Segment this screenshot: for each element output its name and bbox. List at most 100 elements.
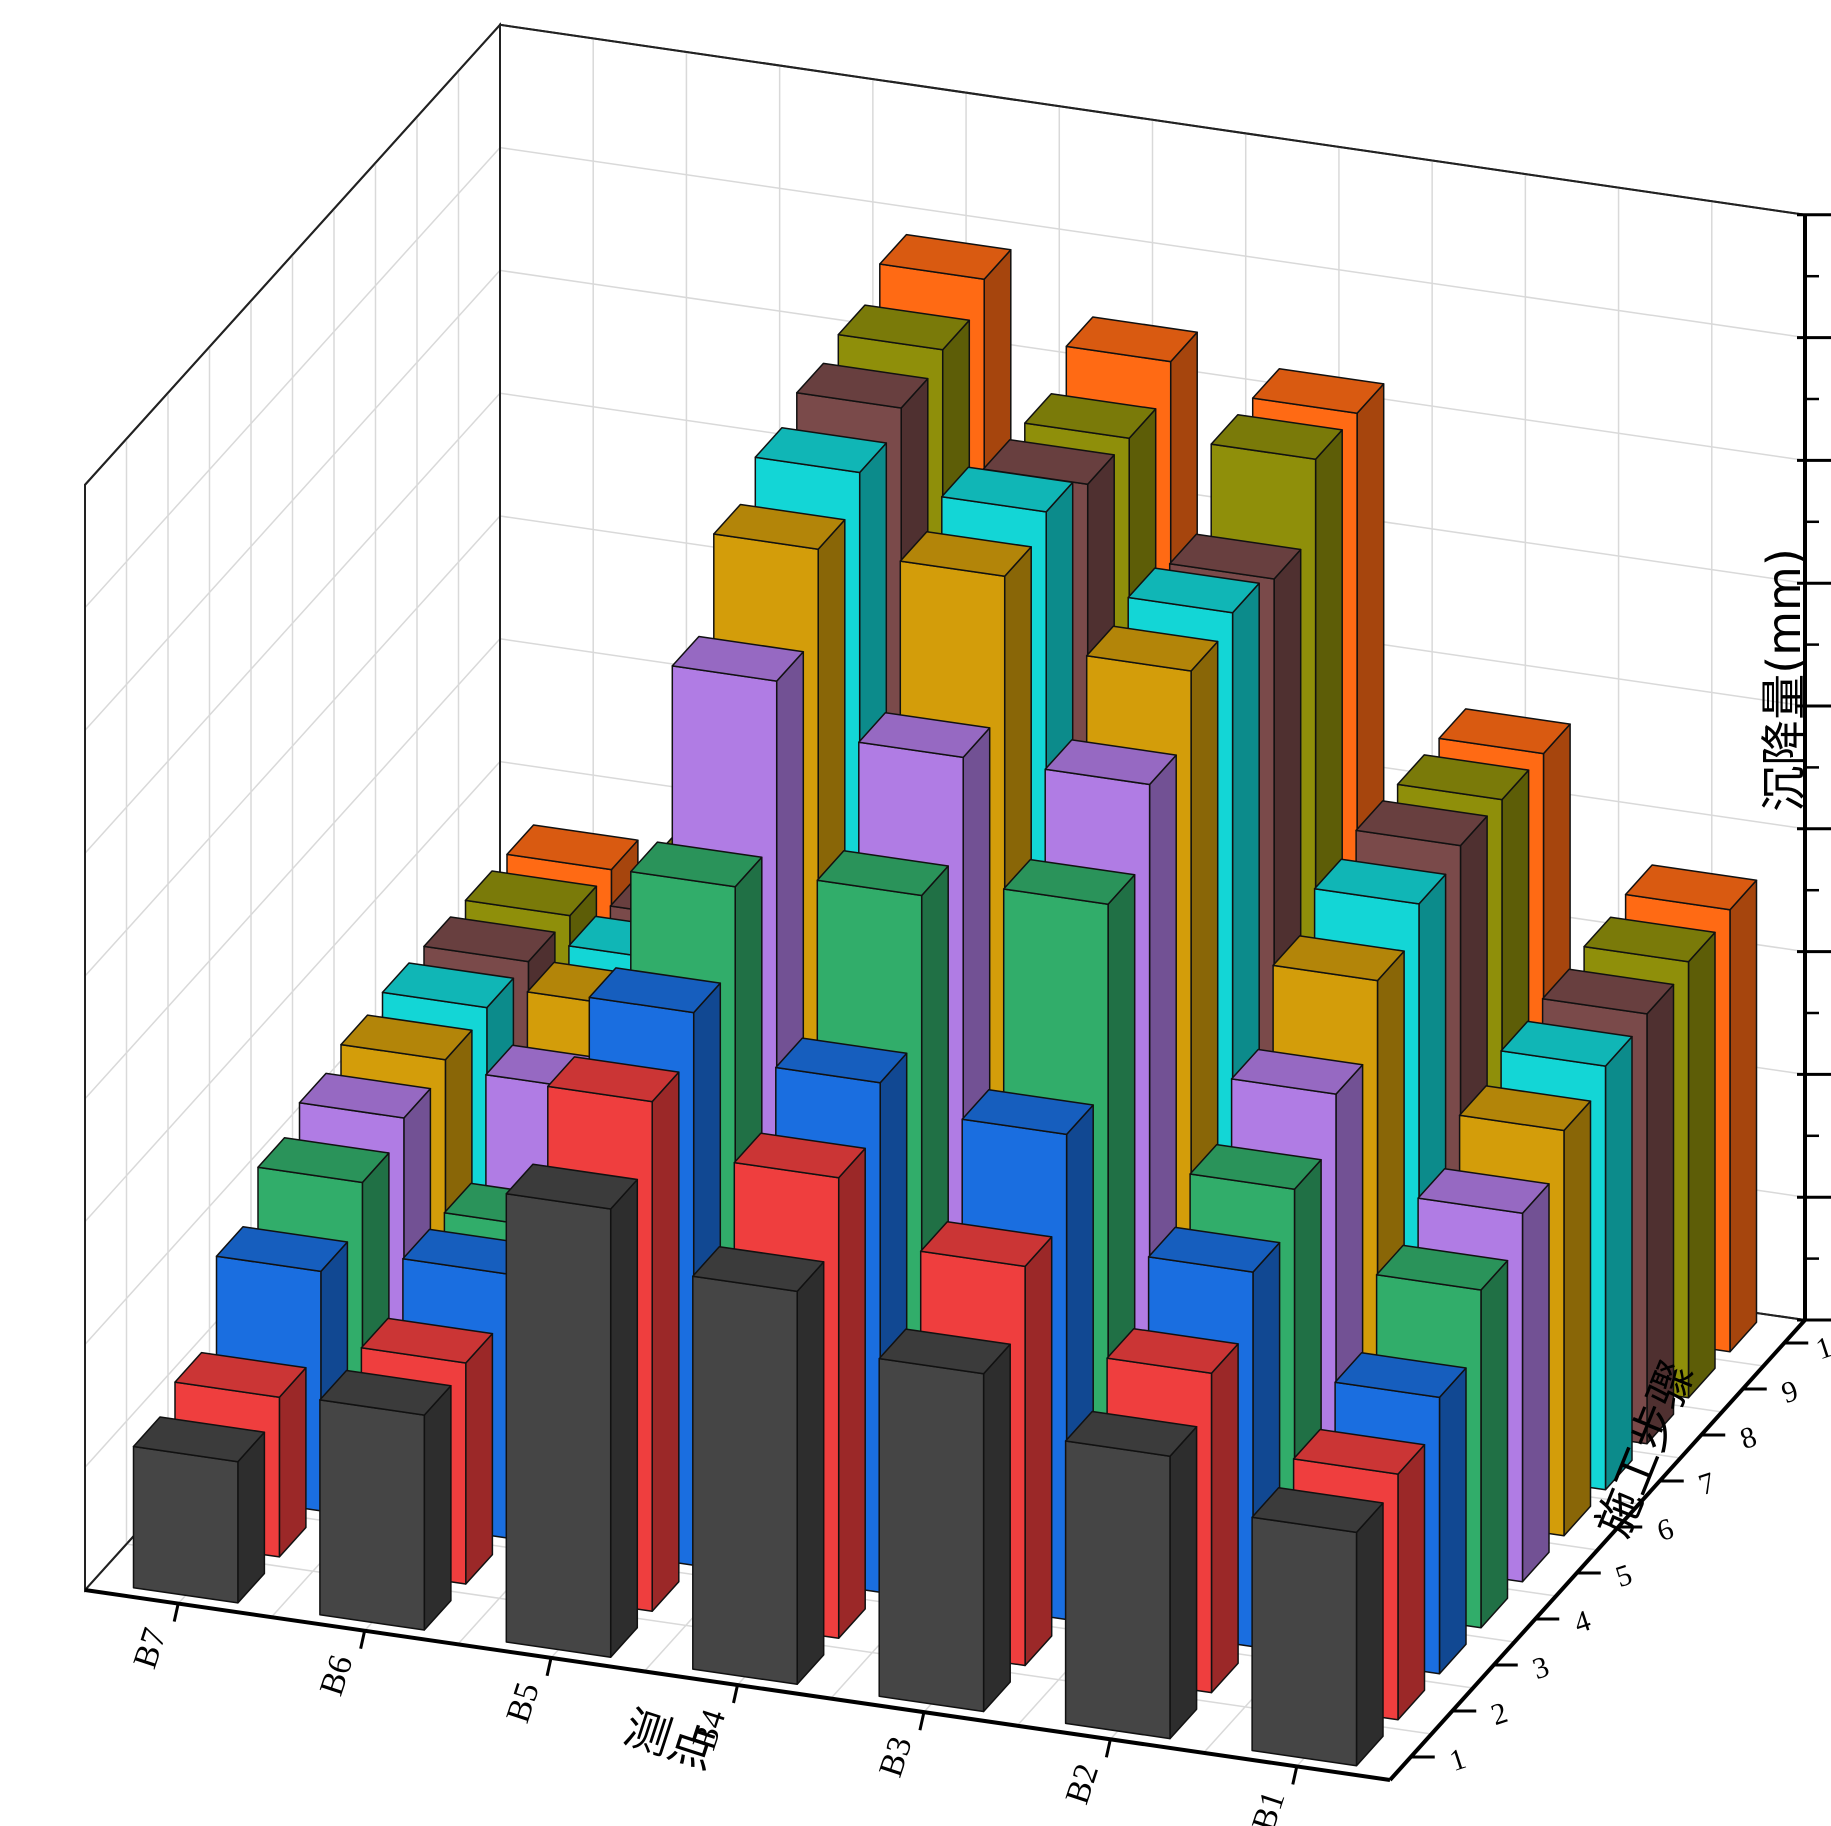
bar-top-face [1044, 739, 1177, 786]
x-tick-label: B6 [313, 1651, 360, 1700]
x-tick [545, 1657, 553, 1677]
bar-top-face [1458, 1085, 1592, 1132]
bar-top-face [1396, 754, 1530, 801]
bar-side-face [609, 1178, 639, 1658]
bar-B7-step-1 [132, 1416, 266, 1604]
bar-front-face [878, 1357, 985, 1713]
bar-top-face [215, 1226, 349, 1273]
y-tick-label: 1 [1446, 1742, 1470, 1778]
bar-top-face [360, 1317, 494, 1364]
bar-front-face [1251, 1516, 1358, 1767]
bar-side-face [1355, 1502, 1384, 1767]
bar-top-face [858, 711, 991, 759]
bar-top-face [132, 1416, 266, 1463]
bar-top-face [1065, 316, 1198, 363]
bar-side-face [1024, 1236, 1053, 1667]
bar-side-face [796, 1261, 825, 1686]
bar-front-face [319, 1399, 426, 1631]
bar-side-face [1687, 931, 1716, 1399]
bar-front-face [132, 1445, 239, 1604]
y-tick-label: 4 [1570, 1604, 1594, 1640]
bar-side-face [1563, 1100, 1592, 1537]
bar-top-face [1334, 1352, 1467, 1399]
bar-B3-step-1 [878, 1328, 1011, 1713]
bars [132, 233, 1758, 1767]
bar-top-face [506, 824, 639, 871]
bar-side-face [1397, 1443, 1426, 1721]
x-tick-label: B1 [1245, 1787, 1292, 1826]
bar-top-face [1106, 1327, 1239, 1375]
x-tick-label: B5 [499, 1678, 546, 1727]
bar-side-face [837, 1147, 866, 1640]
bar-top-face [1127, 567, 1260, 614]
bar-B6-step-1 [319, 1369, 452, 1631]
bar-top-face [547, 1056, 680, 1103]
bar-top-face [919, 1220, 1053, 1268]
bar-top-face [1230, 1048, 1364, 1095]
z-axis-title: 沉降量(mm) [1757, 548, 1811, 812]
bar-B1-step-1 [1251, 1487, 1384, 1767]
bar-top-face [588, 967, 722, 1014]
x-tick [1104, 1738, 1112, 1758]
x-tick [918, 1711, 926, 1731]
bar-front-face [1064, 1440, 1171, 1740]
bar-top-face [630, 841, 763, 888]
y-tick-label: 10 [1812, 1326, 1831, 1367]
bar-top-face [692, 1245, 825, 1293]
bar-front-face [505, 1193, 612, 1658]
bar-top-face [505, 1163, 639, 1210]
bar-top-face [1251, 367, 1385, 415]
bar-top-face [1313, 858, 1447, 905]
bar-top-face [1624, 864, 1758, 911]
bar-side-face [651, 1071, 680, 1612]
bar-top-face [713, 503, 846, 550]
bar-top-face [340, 1014, 473, 1061]
bar-top-face [1002, 858, 1136, 905]
x-tick [172, 1603, 180, 1622]
bar-side-face [1210, 1343, 1239, 1694]
bar-top-face [298, 1072, 432, 1119]
bar-top-face [381, 962, 515, 1009]
bar-top-face [1147, 1226, 1281, 1273]
bar-side-face [1729, 879, 1758, 1353]
y-tick-label: 9 [1778, 1374, 1802, 1410]
bar-top-face [1583, 916, 1716, 963]
bar-top-face [423, 916, 556, 963]
y-tick-label: 8 [1736, 1420, 1760, 1456]
bar-top-face [1438, 708, 1571, 755]
bar-top-face [733, 1132, 866, 1179]
bar-top-face [1272, 935, 1405, 982]
bar-top-face [1375, 1244, 1509, 1291]
bar-top-face [1251, 1487, 1384, 1534]
bar-side-face [465, 1332, 494, 1585]
bar-side-face [1169, 1425, 1198, 1740]
y-tick-label: 6 [1653, 1512, 1677, 1548]
bar-B5-step-1 [505, 1163, 639, 1658]
x-tick-label: B2 [1059, 1759, 1106, 1808]
bar-side-face [1480, 1259, 1509, 1629]
bar-top-face [464, 870, 598, 917]
bar-top-face [899, 530, 1032, 578]
x-tick-label: B3 [872, 1732, 919, 1781]
y-axis-line [1388, 1318, 1807, 1782]
y-tick-label: 5 [1612, 1558, 1636, 1594]
bar-side-face [1438, 1367, 1467, 1675]
bar-top-face [879, 233, 1012, 280]
bar-side-face [982, 1343, 1011, 1713]
bar-top-face [1292, 1428, 1426, 1475]
bar-top-face [961, 1089, 1094, 1136]
x-tick-label: B7 [126, 1624, 173, 1673]
bar-B4-step-1 [692, 1245, 825, 1686]
bar-top-face [1024, 392, 1157, 440]
x-tick [732, 1684, 739, 1704]
x-tick [1291, 1766, 1299, 1785]
bar-top-face [754, 427, 888, 474]
bar-B2-step-1 [1064, 1410, 1198, 1740]
bar-top-face [775, 1037, 908, 1084]
bar-top-face [1064, 1410, 1198, 1457]
axes [84, 213, 1831, 1785]
bar-top-face [1189, 1143, 1322, 1190]
bar-top-face [816, 850, 949, 897]
bar-top-face [1210, 413, 1343, 461]
